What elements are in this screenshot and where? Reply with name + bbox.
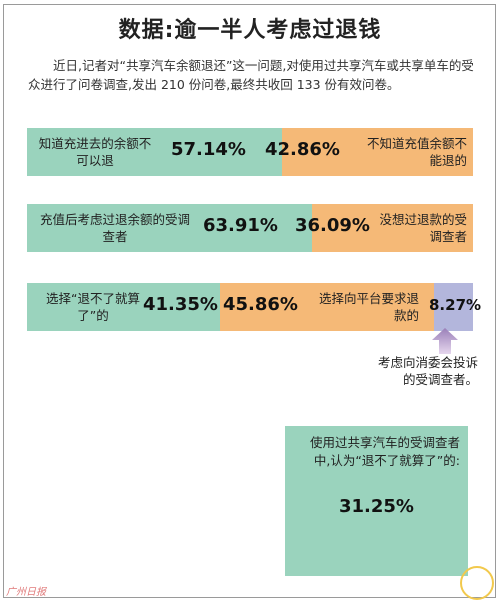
bar-segment-considered-refund [27,204,313,252]
value-request-platform: 45.86% [223,294,298,315]
newspaper-logo: 广州日报 [6,587,46,598]
note-value: 31.25% [339,496,414,517]
bar-segment-unaware-nonrefundable [281,128,473,176]
page-title: 数据:逾一半人考虑过退钱 [118,18,382,43]
label-give-up: 选择“退不了就算了”的 [46,291,140,323]
corner-circle-decoration [460,566,494,600]
value-complain-consumer-council: 8.27% [429,296,482,314]
bar-segment-give-up [27,283,221,331]
value-not-considered-refund: 36.09% [295,215,370,236]
label-unaware-nonrefundable: 不知道充值余额不能退的 [366,136,467,168]
intro-paragraph: 近日,记者对“共享汽车余额退还”这一问题,对使用过共享汽车或共享单车的受众进行了… [28,58,474,92]
bar-row-known-nonrefundable: 知道充进去的余额不可以退 57.14% 42.86% 不知道充值余额不能退的 [27,128,473,176]
label-not-considered-refund: 没想过退款的受调查者 [379,212,467,244]
label-considered-refund: 充值后考虑过退余额的受调查者 [39,212,190,244]
value-known-nonrefundable: 57.14% [171,139,246,160]
value-unaware-nonrefundable: 42.86% [265,139,340,160]
callout-complain-consumer-council: 考虑向消委会投诉的受调查者。 [377,355,478,387]
bar-segment-not-considered-refund [312,204,473,252]
bar-segment-request-platform [220,283,435,331]
note-text: 使用过共享汽车的受调查者中,认为“退不了就算了”的: [309,435,460,468]
bar-segment-known-nonrefundable [27,128,282,176]
bar-segment-complain-consumer-council [434,283,473,331]
up-arrow-icon [432,328,458,354]
value-give-up: 41.35% [143,294,218,315]
label-known-nonrefundable: 知道充进去的余额不可以退 [38,136,152,168]
label-request-platform: 选择向平台要求退款的 [319,291,420,323]
value-considered-refund: 63.91% [203,215,278,236]
note-box: 使用过共享汽车的受调查者中,认为“退不了就算了”的: 31.25% [285,426,468,576]
bar-row-refund-choice: 选择“退不了就算了”的 41.35% 45.86% 选择向平台要求退款的 8.2… [27,283,481,331]
page-border [3,4,496,598]
bar-row-considered-refund: 充值后考虑过退余额的受调查者 63.91% 36.09% 没想过退款的受调查者 [27,204,473,252]
